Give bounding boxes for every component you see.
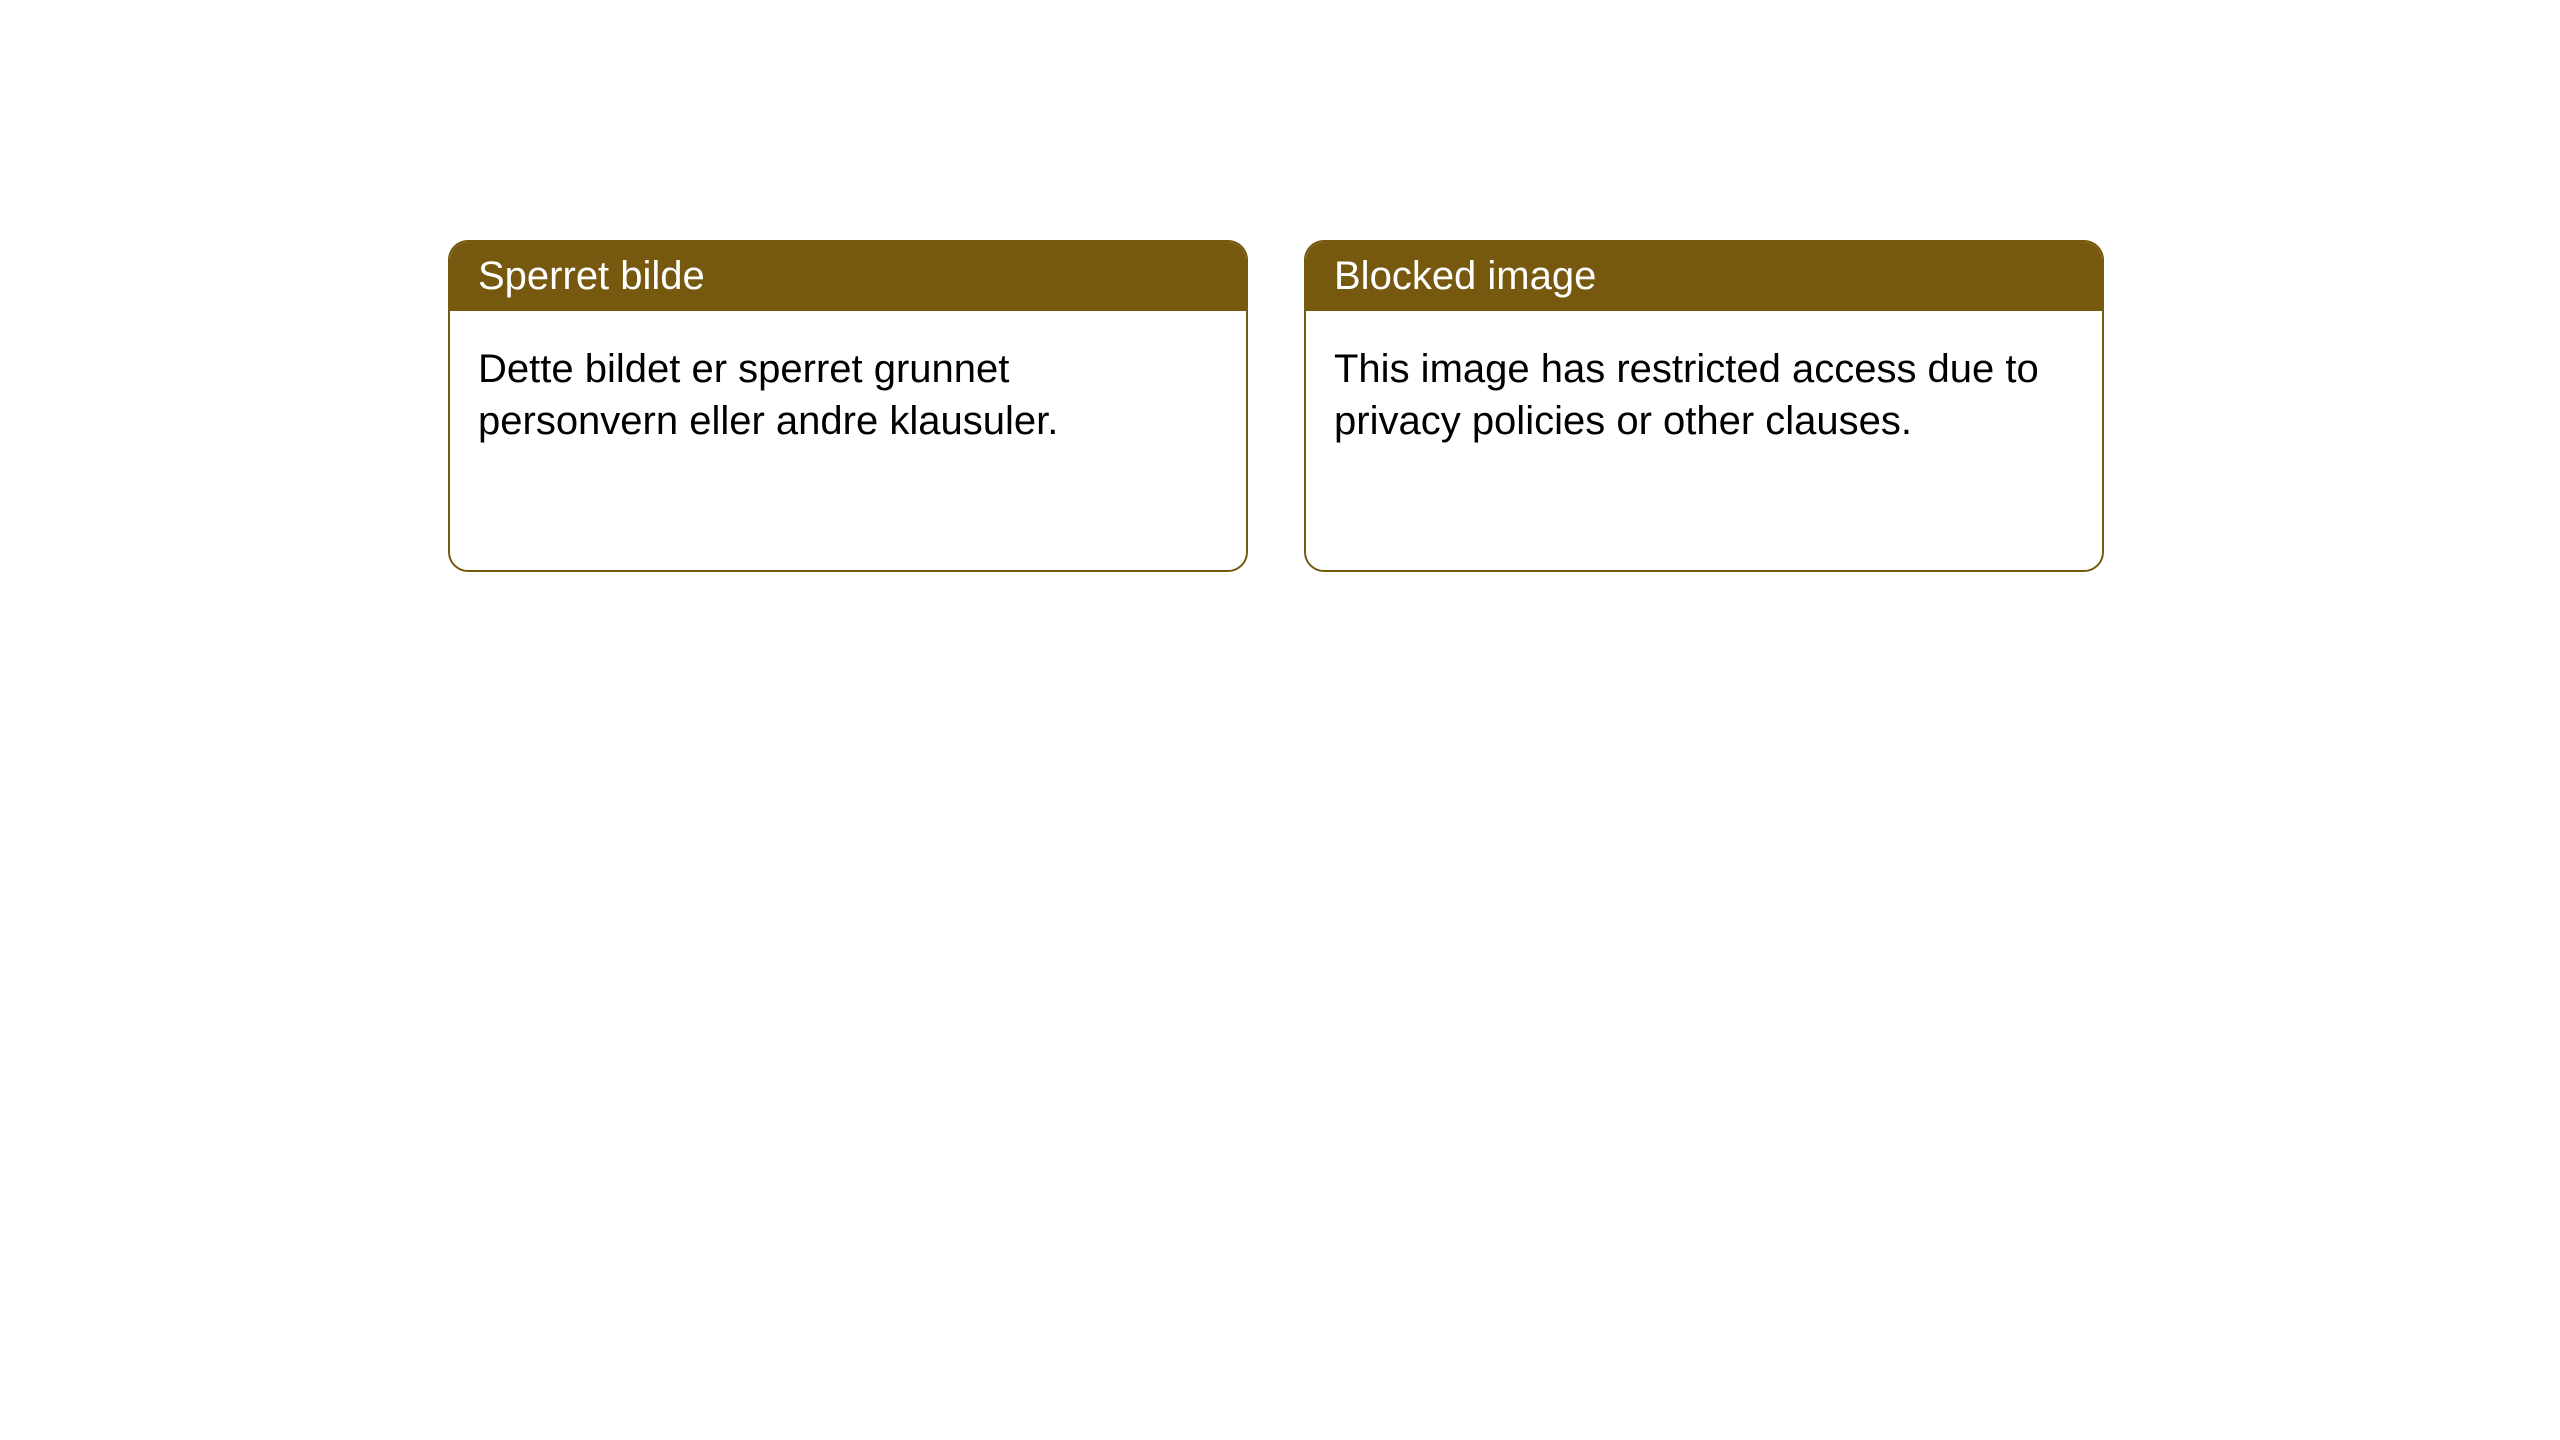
notice-title-norwegian: Sperret bilde	[478, 254, 705, 298]
notice-container: Sperret bilde Dette bildet er sperret gr…	[448, 240, 2104, 572]
notice-card-english: Blocked image This image has restricted …	[1304, 240, 2104, 572]
notice-body-norwegian: Dette bildet er sperret grunnet personve…	[450, 311, 1246, 479]
notice-card-norwegian: Sperret bilde Dette bildet er sperret gr…	[448, 240, 1248, 572]
notice-text-english: This image has restricted access due to …	[1334, 347, 2039, 443]
notice-body-english: This image has restricted access due to …	[1306, 311, 2102, 479]
notice-header-norwegian: Sperret bilde	[450, 242, 1246, 311]
notice-text-norwegian: Dette bildet er sperret grunnet personve…	[478, 347, 1058, 443]
notice-title-english: Blocked image	[1334, 254, 1596, 298]
notice-header-english: Blocked image	[1306, 242, 2102, 311]
